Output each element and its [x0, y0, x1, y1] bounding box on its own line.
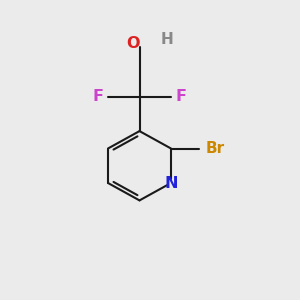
Text: Br: Br — [206, 141, 225, 156]
Text: O: O — [126, 36, 140, 51]
Text: H: H — [160, 32, 173, 46]
Text: F: F — [176, 89, 187, 104]
Text: N: N — [164, 176, 178, 190]
Text: F: F — [92, 89, 104, 104]
